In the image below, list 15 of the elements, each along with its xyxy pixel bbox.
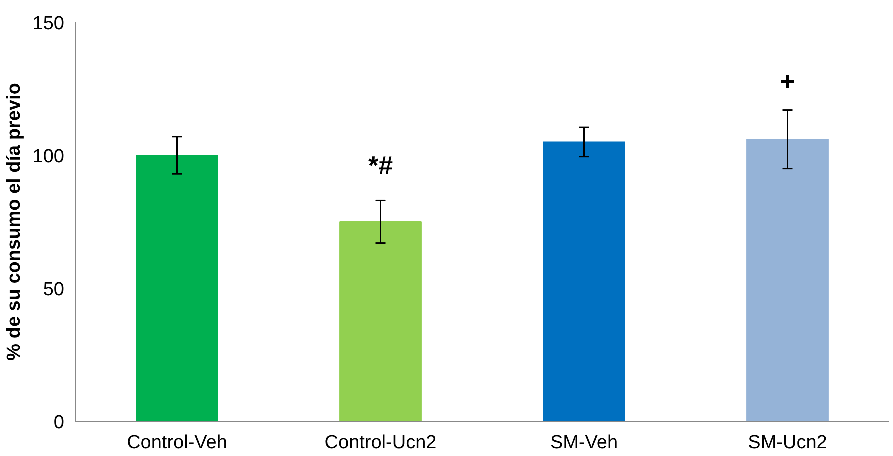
annotation: + bbox=[780, 66, 796, 96]
x-tick-label: Control-Ucn2 bbox=[324, 432, 437, 454]
bar bbox=[543, 142, 626, 422]
x-tick-label: SM-Veh bbox=[550, 432, 618, 454]
y-tick-label: 0 bbox=[54, 412, 65, 434]
y-tick-label: 50 bbox=[43, 280, 65, 300]
annotation: *# bbox=[368, 150, 394, 181]
y-tick-label: 100 bbox=[32, 146, 64, 168]
x-tick-label: Control-Veh bbox=[127, 432, 228, 454]
y-tick-label: 150 bbox=[32, 14, 64, 34]
x-tick-label: SM-Ucn2 bbox=[748, 432, 828, 454]
bar bbox=[746, 139, 829, 422]
bar bbox=[340, 222, 422, 422]
bar bbox=[136, 155, 218, 422]
y-axis-title: % de su consumo el día previo bbox=[4, 83, 25, 361]
